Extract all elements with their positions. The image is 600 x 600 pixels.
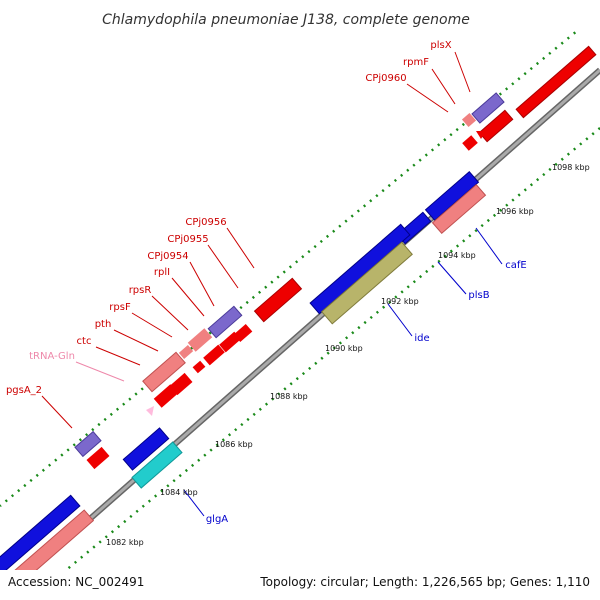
- tick-label-1096: 1096 kbp: [496, 207, 534, 216]
- gene-feature[interactable]: [461, 112, 477, 128]
- gene-label-CPj0960[interactable]: CPj0960: [365, 73, 406, 84]
- genome-backbone-highlight: [29, 68, 600, 570]
- tick-label-1086: 1086 kbp: [215, 440, 253, 449]
- tick-label-1082: 1082 kbp: [106, 538, 144, 547]
- gene-label-pth[interactable]: pth: [95, 319, 112, 330]
- connector-plsX: [454, 51, 471, 93]
- gene-feature[interactable]: [0, 509, 95, 600]
- tick-label-1092: 1092 kbp: [381, 297, 419, 306]
- genome-summary-text: Topology: circular; Length: 1,226,565 bp…: [259, 575, 590, 589]
- gene-label-rpmF[interactable]: rpmF: [403, 57, 429, 68]
- gene-feature[interactable]: [187, 328, 213, 352]
- gene-label-ide[interactable]: ide: [414, 333, 429, 344]
- gene-feature[interactable]: [253, 277, 303, 323]
- gene-label-ctc[interactable]: ctc: [77, 336, 92, 347]
- tick-label-1088: 1088 kbp: [270, 392, 308, 401]
- tick-label-1090: 1090 kbp: [325, 344, 363, 353]
- connector-CPj0955: [207, 244, 239, 289]
- gene-label-rpsR[interactable]: rpsR: [129, 285, 152, 296]
- gene-feature[interactable]: [146, 406, 154, 416]
- gene-label-plsB[interactable]: plsB: [468, 290, 489, 301]
- gene-feature[interactable]: [192, 360, 206, 374]
- connector-pgsA_2: [41, 395, 73, 429]
- tick-label-1098: 1098 kbp: [552, 163, 590, 172]
- gene-label-plsX[interactable]: plsX: [430, 40, 451, 51]
- accession-text: Accession: NC_002491: [8, 575, 144, 589]
- gene-label-rplI[interactable]: rplI: [154, 267, 170, 278]
- gene-feature[interactable]: [431, 183, 487, 235]
- gene-feature[interactable]: [462, 135, 478, 151]
- gene-feature[interactable]: [122, 427, 170, 471]
- connector-CPj0956: [226, 227, 255, 269]
- connector-rplI: [171, 277, 205, 317]
- gene-label-cafE[interactable]: cafE: [505, 260, 526, 271]
- connector-pth: [113, 329, 159, 352]
- gene-label-glgA[interactable]: glgA: [206, 514, 228, 525]
- gene-features: [0, 45, 597, 600]
- tick-guide-lower: [64, 127, 600, 570]
- connector-rpsF: [131, 312, 173, 338]
- gene-label-CPj0956[interactable]: CPj0956: [185, 217, 226, 228]
- tick-guide-upper: [0, 30, 581, 507]
- tick-label-1094: 1094 kbp: [438, 251, 476, 260]
- gene-feature[interactable]: [131, 441, 183, 489]
- gene-feature[interactable]: [178, 345, 194, 359]
- connector-cafE: [475, 227, 503, 265]
- gene-label-pgsA_2[interactable]: pgsA_2: [6, 385, 42, 396]
- gene-feature[interactable]: [471, 92, 505, 124]
- gene-feature[interactable]: [207, 305, 243, 339]
- gene-feature[interactable]: [478, 109, 514, 143]
- gene-feature[interactable]: [321, 241, 413, 325]
- connector-ide: [387, 303, 413, 337]
- connector-tRNA-Gln: [75, 361, 125, 382]
- connector-CPj0960: [406, 83, 449, 113]
- gene-label-rpsF[interactable]: rpsF: [109, 302, 131, 313]
- gene-feature[interactable]: [153, 384, 179, 408]
- connector-plsB: [437, 261, 467, 295]
- gene-label-tRNA-Gln[interactable]: tRNA-Gln: [29, 351, 75, 362]
- connector-CPj0954: [189, 261, 215, 307]
- gene-feature[interactable]: [0, 494, 81, 584]
- gene-label-CPj0955[interactable]: CPj0955: [167, 234, 208, 245]
- gene-feature[interactable]: [515, 45, 597, 119]
- map-title: Chlamydophila pneumoniae J138, complete …: [102, 12, 470, 28]
- gene-feature[interactable]: [169, 372, 193, 396]
- connector-rpmF: [431, 68, 456, 105]
- tick-label-1084: 1084 kbp: [160, 488, 198, 497]
- gene-label-CPj0954[interactable]: CPj0954: [147, 251, 188, 262]
- gene-feature[interactable]: [74, 430, 102, 458]
- gene-feature[interactable]: [142, 351, 186, 393]
- connector-glgA: [183, 489, 205, 517]
- label-connectors: [41, 51, 503, 517]
- gene-feature[interactable]: [219, 331, 241, 353]
- gene-feature[interactable]: [203, 344, 225, 366]
- connector-rpsR: [151, 295, 189, 331]
- gene-feature[interactable]: [476, 131, 486, 139]
- gene-feature[interactable]: [86, 446, 110, 470]
- connector-ctc: [95, 346, 141, 366]
